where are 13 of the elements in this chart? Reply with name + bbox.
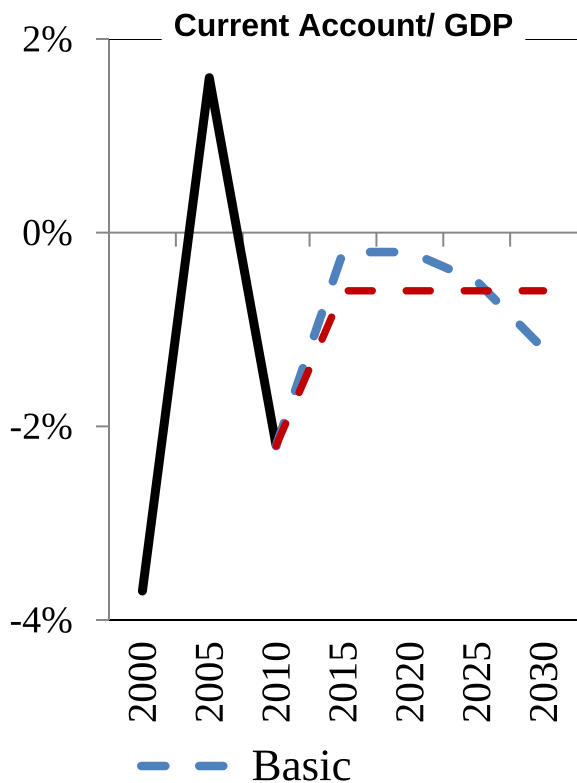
y-tick-label: 2%	[24, 26, 72, 52]
x-tick-label: 2010	[262, 642, 290, 722]
x-tick-label: 2005	[195, 642, 224, 722]
y-tick-label: -2%	[10, 413, 72, 440]
x-tick-label: 2015	[329, 642, 357, 722]
y-tick-label: -4%	[10, 607, 72, 633]
x-tick-label: 2020	[396, 642, 424, 722]
x-tick-label: 2025	[462, 642, 491, 722]
y-tick-label: 0%	[24, 220, 72, 246]
x-tick-label: 2000	[128, 642, 156, 722]
legend-label: Basic	[252, 750, 350, 781]
x-tick-label: 2030	[530, 642, 558, 722]
chart-title: Current Account/ GDP	[175, 12, 512, 37]
